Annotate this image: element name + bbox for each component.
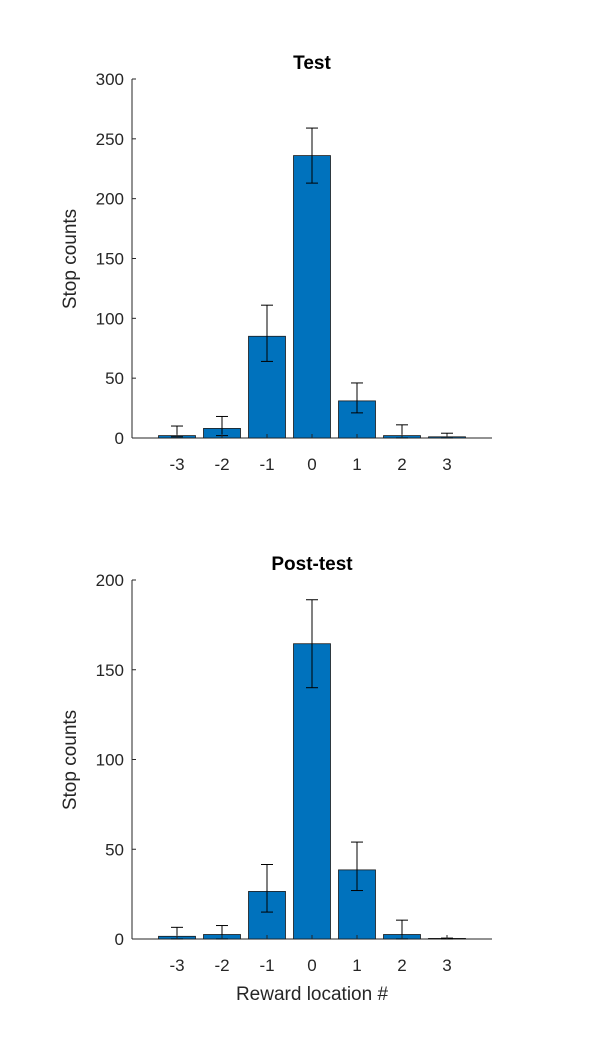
x-tick-label: -1 <box>259 455 274 474</box>
error-bar <box>351 382 363 414</box>
x-tick-label: 1 <box>352 956 361 975</box>
y-axis-label: Stop counts <box>60 710 81 810</box>
x-tick-label: 1 <box>352 455 361 474</box>
y-tick-label: 250 <box>96 130 124 149</box>
chart-test: Test Stop counts 0 50 100 150 200 250 300 -3 -2 -… <box>60 53 492 474</box>
error-bar <box>351 841 363 892</box>
x-tick-label: 2 <box>397 455 406 474</box>
y-axis-label: Stop counts <box>60 209 81 309</box>
y-tick-label: 100 <box>96 309 124 328</box>
error-bar <box>306 127 318 184</box>
bar <box>293 643 331 940</box>
error-bar <box>306 599 318 689</box>
x-tick-label: -1 <box>259 956 274 975</box>
y-tick-label: 150 <box>96 250 124 269</box>
x-tick-label: 0 <box>307 455 316 474</box>
y-tick-label: 50 <box>105 369 124 388</box>
y-tick-label: 0 <box>115 930 124 949</box>
y-tick-label: 100 <box>96 751 124 770</box>
y-tick-label: 0 <box>115 429 124 448</box>
x-tick-label: -3 <box>169 455 184 474</box>
plot-area: 0 50 100 150 200 250 300 -3 -2 -1 0 1 2 3 <box>96 70 492 474</box>
y-tick-label: 300 <box>96 70 124 89</box>
y-tick-label: 200 <box>96 571 124 590</box>
error-bar <box>261 304 273 362</box>
chart-title: Post-test <box>271 554 353 575</box>
x-tick-label: 0 <box>307 956 316 975</box>
x-tick-label: -2 <box>214 956 229 975</box>
chart-title: Test <box>293 53 331 74</box>
x-axis-label: Reward location # <box>236 984 389 1005</box>
x-tick-label: 3 <box>442 956 451 975</box>
x-tick-label: -2 <box>214 455 229 474</box>
y-tick-label: 200 <box>96 190 124 209</box>
x-tick-label: 3 <box>442 455 451 474</box>
plot-area: 0 50 100 150 200 -3 -2 -1 0 1 2 3 <box>96 571 492 975</box>
x-tick-label: -3 <box>169 956 184 975</box>
y-tick-label: 50 <box>105 840 124 859</box>
chart-post-test: Post-test Stop counts Reward location # … <box>60 554 492 1005</box>
bar <box>293 155 331 439</box>
error-bar <box>261 864 273 913</box>
x-tick-label: 2 <box>397 956 406 975</box>
y-tick-label: 150 <box>96 661 124 680</box>
